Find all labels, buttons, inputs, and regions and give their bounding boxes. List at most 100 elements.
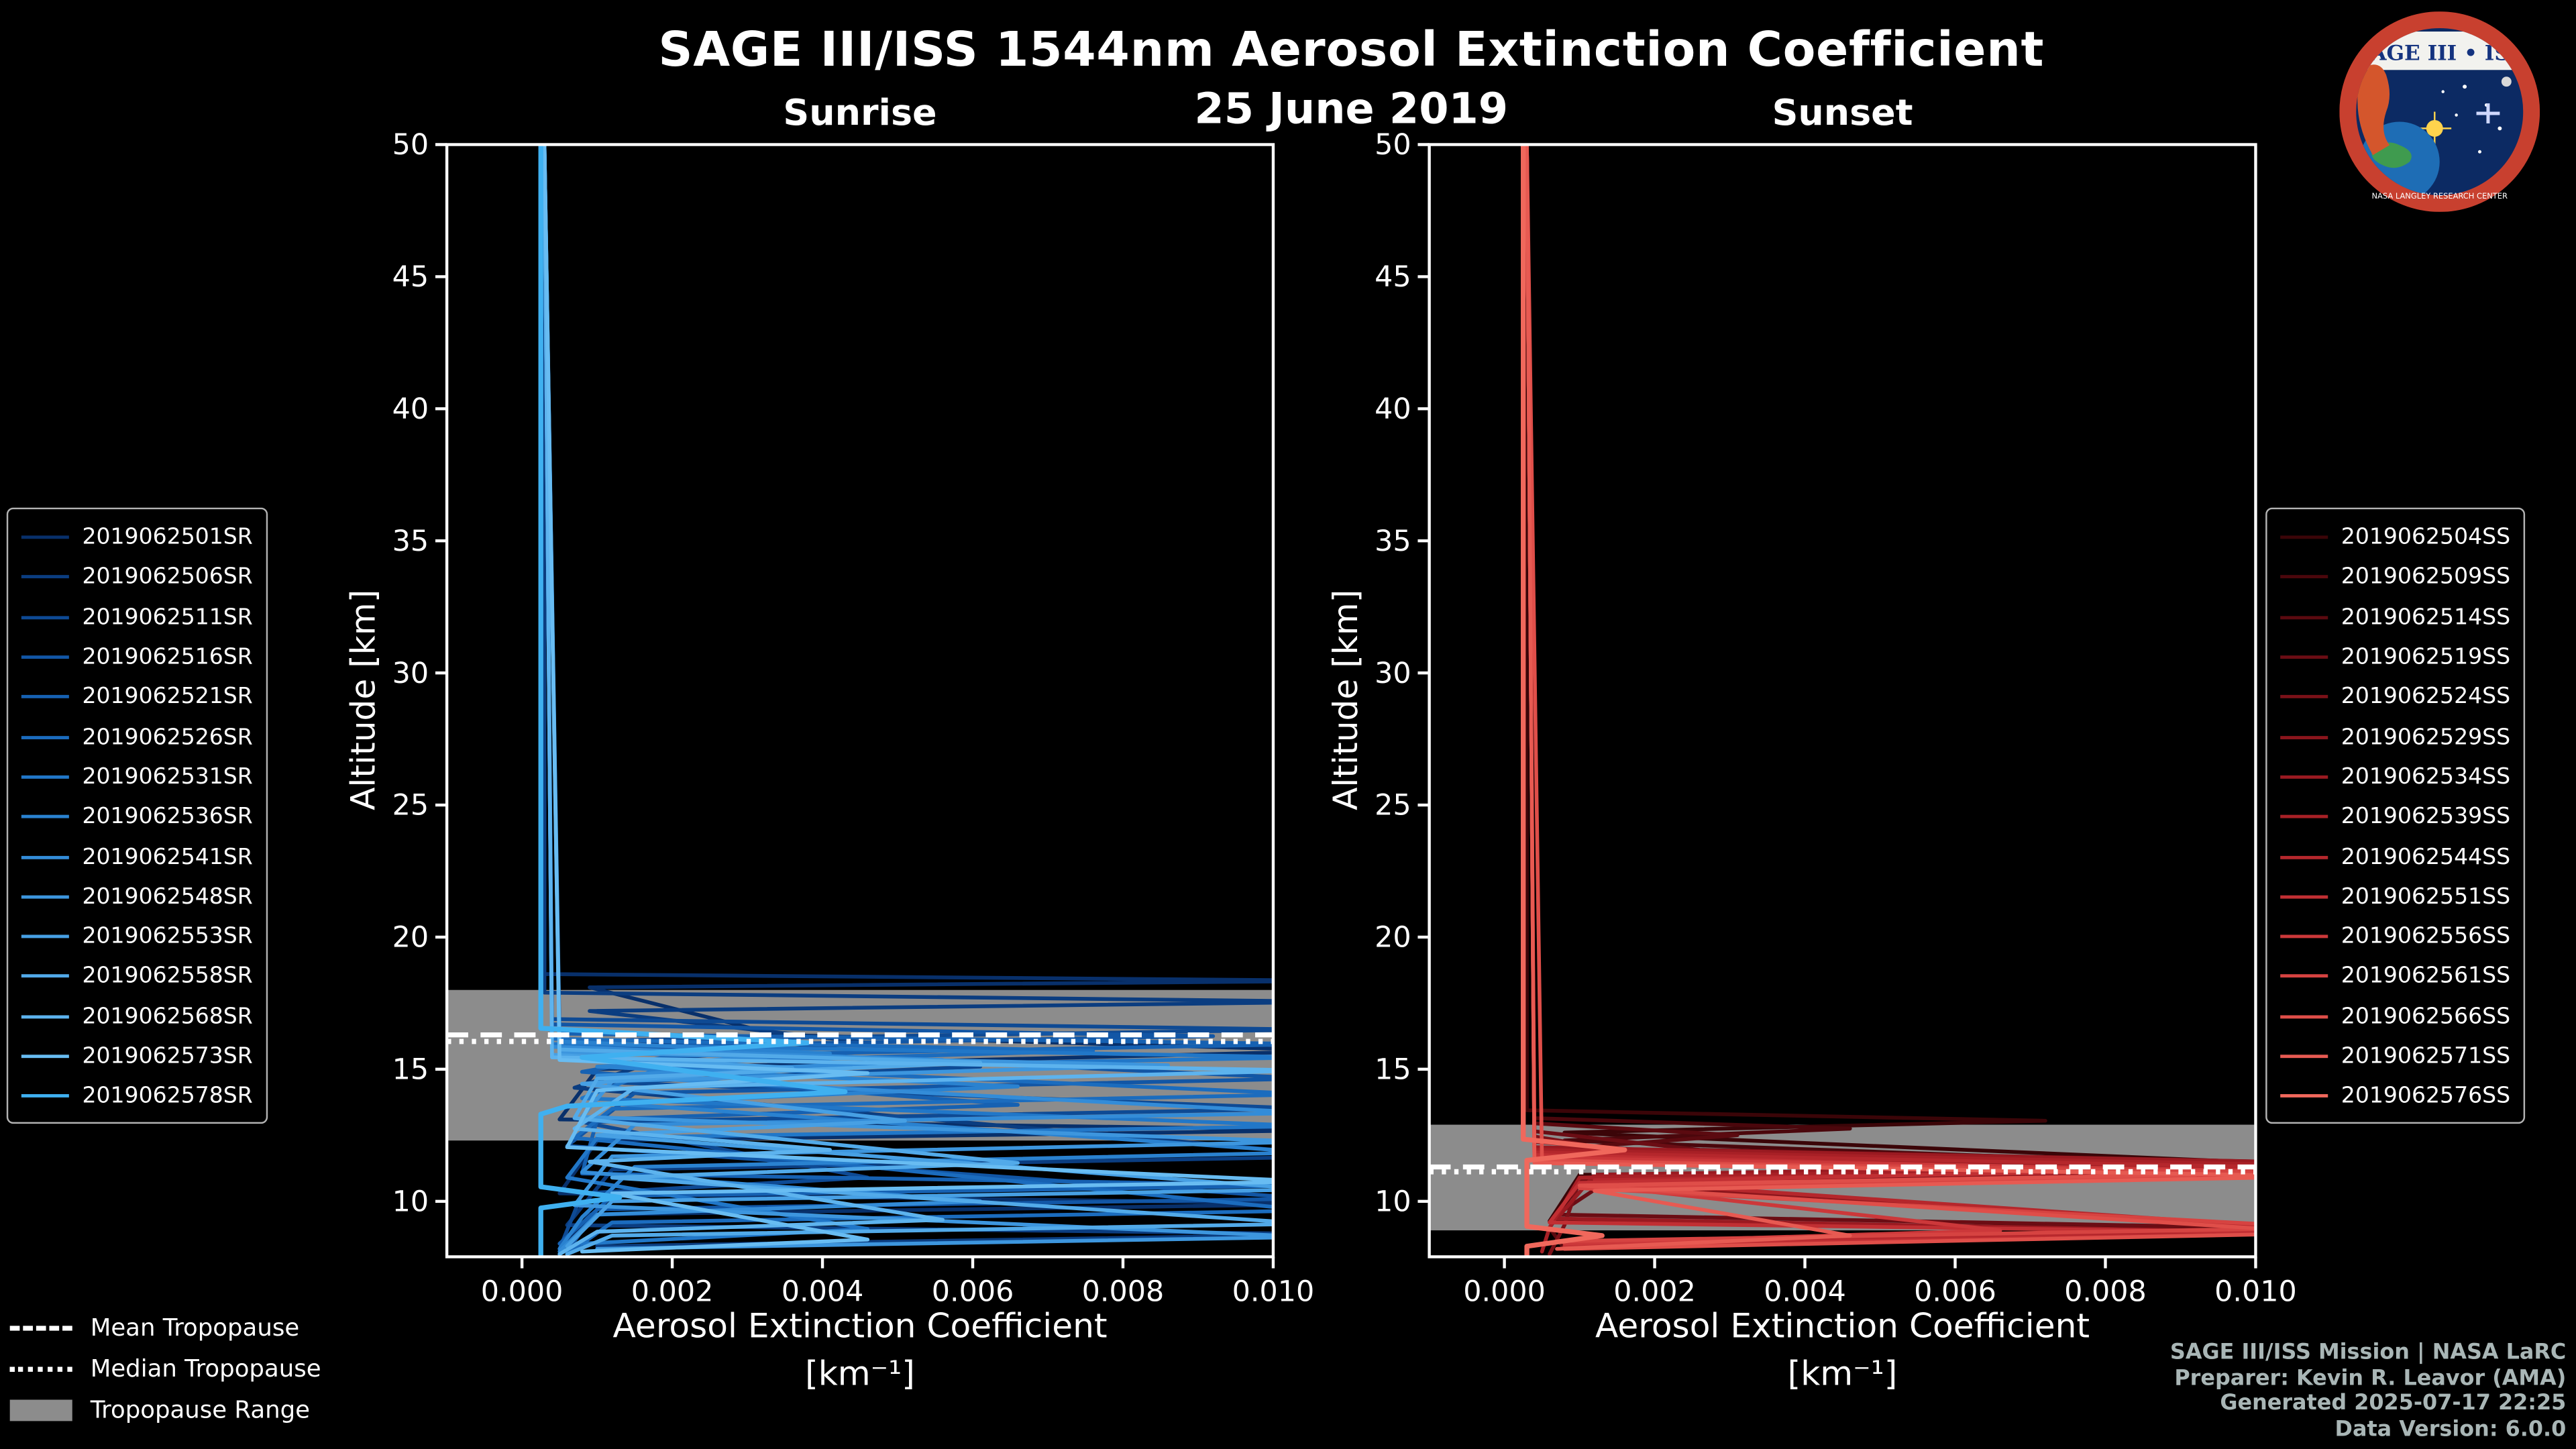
legend-item: 2019062571SS: [2280, 1036, 2510, 1077]
legend-label: 2019062536SR: [82, 804, 253, 830]
plot-area-sunrise: [447, 144, 1273, 1257]
credit-generated: Generated 2025-07-17 22:25: [2220, 1391, 2567, 1417]
legend-line-swatch: [21, 895, 69, 899]
profile-line-2019062578SR: [538, 144, 848, 1257]
y-tick-label: 15: [1375, 1053, 1411, 1087]
legend-label: 2019062524SS: [2341, 684, 2511, 710]
logo-art: SAGE III • ISS: [2356, 32, 2524, 196]
y-axis-label-sunrise: Altitude [km]: [343, 589, 383, 810]
legend-line-swatch: [2280, 655, 2328, 659]
profile-line-2019062551SS: [1525, 144, 2256, 1248]
legend-label: 2019062514SS: [2341, 604, 2511, 631]
profile-line-2019062541SR: [542, 144, 1273, 1254]
legend-line-swatch: [21, 775, 69, 779]
credit-data-version: Data Version: 6.0.0: [2334, 1417, 2567, 1442]
x-axis-units-sunrise: [km⁻¹]: [805, 1353, 915, 1393]
legend-line-swatch: [21, 535, 69, 539]
legend-sunset: 2019062504SS 2019062509SS 2019062514SS 2019…: [2265, 507, 2526, 1125]
legend-line-swatch: [21, 855, 69, 859]
mission-logo: SAGE III • ISS NASA LANGLEY RESEA: [2339, 11, 2540, 212]
median-tropopause-legend-item: Median Tropopause: [9, 1349, 321, 1390]
legend-item: 2019062506SR: [21, 557, 253, 598]
legend-item: 2019062558SR: [21, 957, 253, 997]
credits: SAGE III/ISS Mission | NASA LaRC Prepare…: [1807, 1340, 2566, 1442]
legend-item: 2019062534SS: [2280, 757, 2510, 797]
legend-item: 2019062561SS: [2280, 957, 2510, 997]
legend-label: 2019062529SS: [2341, 724, 2511, 751]
y-tick-label: 40: [392, 392, 429, 426]
legend-line-swatch: [2280, 1094, 2328, 1098]
median-tropopause-dot-swatch: [9, 1366, 72, 1372]
legend-line-swatch: [2280, 535, 2328, 539]
legend-line-swatch: [21, 934, 69, 938]
profile-line-2019062509SS: [1525, 144, 2256, 1246]
y-tick-label: 30: [1375, 657, 1411, 690]
logo-sun: [2418, 111, 2452, 146]
x-tick-label: 0.006: [932, 1275, 1014, 1309]
x-axis-label-sunset: Aerosol Extinction Coefficient: [1595, 1305, 2090, 1346]
legend-line-swatch: [21, 815, 69, 819]
profile-line-2019062561SS: [1525, 144, 2256, 1243]
legend-item: 2019062509SS: [2280, 557, 2510, 598]
legend-label: 2019062534SS: [2341, 763, 2511, 790]
tropopause-range-legend-item: Tropopause Range: [9, 1390, 321, 1431]
profile-line-2019062544SS: [1525, 144, 2256, 1246]
profile-line-2019062529SS: [1525, 144, 2256, 1243]
legend-item: 2019062501SR: [21, 517, 253, 557]
y-tick-label: 20: [1375, 921, 1411, 955]
legend-line-swatch: [2280, 934, 2328, 938]
legend-label: 2019062541SR: [82, 843, 253, 870]
x-tick-label: 0.004: [1764, 1275, 1846, 1309]
legend-item: 2019062536SR: [21, 797, 253, 837]
legend-item: 2019062551SS: [2280, 877, 2510, 917]
legend-line-swatch: [2280, 975, 2328, 979]
legend-label: 2019062556SS: [2341, 923, 2511, 950]
profile-line-2019062539SS: [1525, 144, 2256, 1254]
legend-label: 2019062561SS: [2341, 963, 2511, 990]
legend-label: 2019062548SR: [82, 883, 253, 910]
legend-label: 2019062553SR: [82, 923, 253, 950]
credit-mission: SAGE III/ISS Mission | NASA LaRC: [2169, 1340, 2567, 1366]
legend-label: 2019062501SR: [82, 524, 253, 551]
x-tick-label: 0.000: [1463, 1275, 1546, 1309]
legend-item: 2019062576SS: [2280, 1076, 2510, 1116]
logo-ring-text: NASA LANGLEY RESEARCH CENTER: [2372, 191, 2508, 201]
y-tick-label: 50: [392, 128, 429, 162]
tropopause-range-label: Tropopause Range: [90, 1397, 310, 1424]
legend-line-swatch: [21, 1094, 69, 1098]
legend-label: 2019062509SS: [2341, 564, 2511, 591]
y-tick-label: 25: [392, 789, 429, 822]
panel-title-sunset: Sunset: [1772, 93, 1913, 135]
x-tick-label: 0.006: [1914, 1275, 1996, 1309]
legend-line-swatch: [2280, 1014, 2328, 1018]
legend-line-swatch: [21, 695, 69, 699]
profile-line-2019062571SS: [1525, 144, 2256, 1251]
legend-label: 2019062526SR: [82, 724, 253, 751]
legend-item: 2019062521SR: [21, 677, 253, 717]
y-tick-label: 25: [1375, 789, 1411, 822]
legend-item: 2019062539SS: [2280, 797, 2510, 837]
legend-item: 2019062511SR: [21, 597, 253, 637]
figure-title: SAGE III/ISS 1544nm Aerosol Extinction C…: [658, 21, 2045, 78]
legend-item: 2019062573SR: [21, 1036, 253, 1077]
profile-line-2019062504SS: [1525, 144, 2256, 1243]
y-tick-label: 45: [1375, 260, 1411, 294]
legend-line-swatch: [2280, 775, 2328, 779]
x-axis-units-sunset: [km⁻¹]: [1787, 1353, 1898, 1393]
mean-tropopause-legend-item: Mean Tropopause: [9, 1307, 321, 1348]
legend-line-swatch: [2280, 735, 2328, 739]
y-tick-label: 50: [1375, 128, 1411, 162]
legend-item: 2019062524SS: [2280, 677, 2510, 717]
legend-line-swatch: [21, 975, 69, 979]
profile-line-2019062558SR: [542, 144, 1273, 1256]
profile-line-2019062568SR: [542, 144, 1273, 1256]
plot-area-sunset: [1429, 144, 2256, 1257]
x-tick-label: 0.010: [1232, 1275, 1315, 1309]
y-tick-label: 40: [1375, 392, 1411, 426]
y-tick-label: 45: [392, 260, 429, 294]
legend-label: 2019062511SR: [82, 604, 253, 631]
legend-line-swatch: [21, 1014, 69, 1018]
legend-label: 2019062504SS: [2341, 524, 2511, 551]
legend-label: 2019062573SR: [82, 1043, 253, 1070]
legend-item: 2019062556SS: [2280, 916, 2510, 957]
